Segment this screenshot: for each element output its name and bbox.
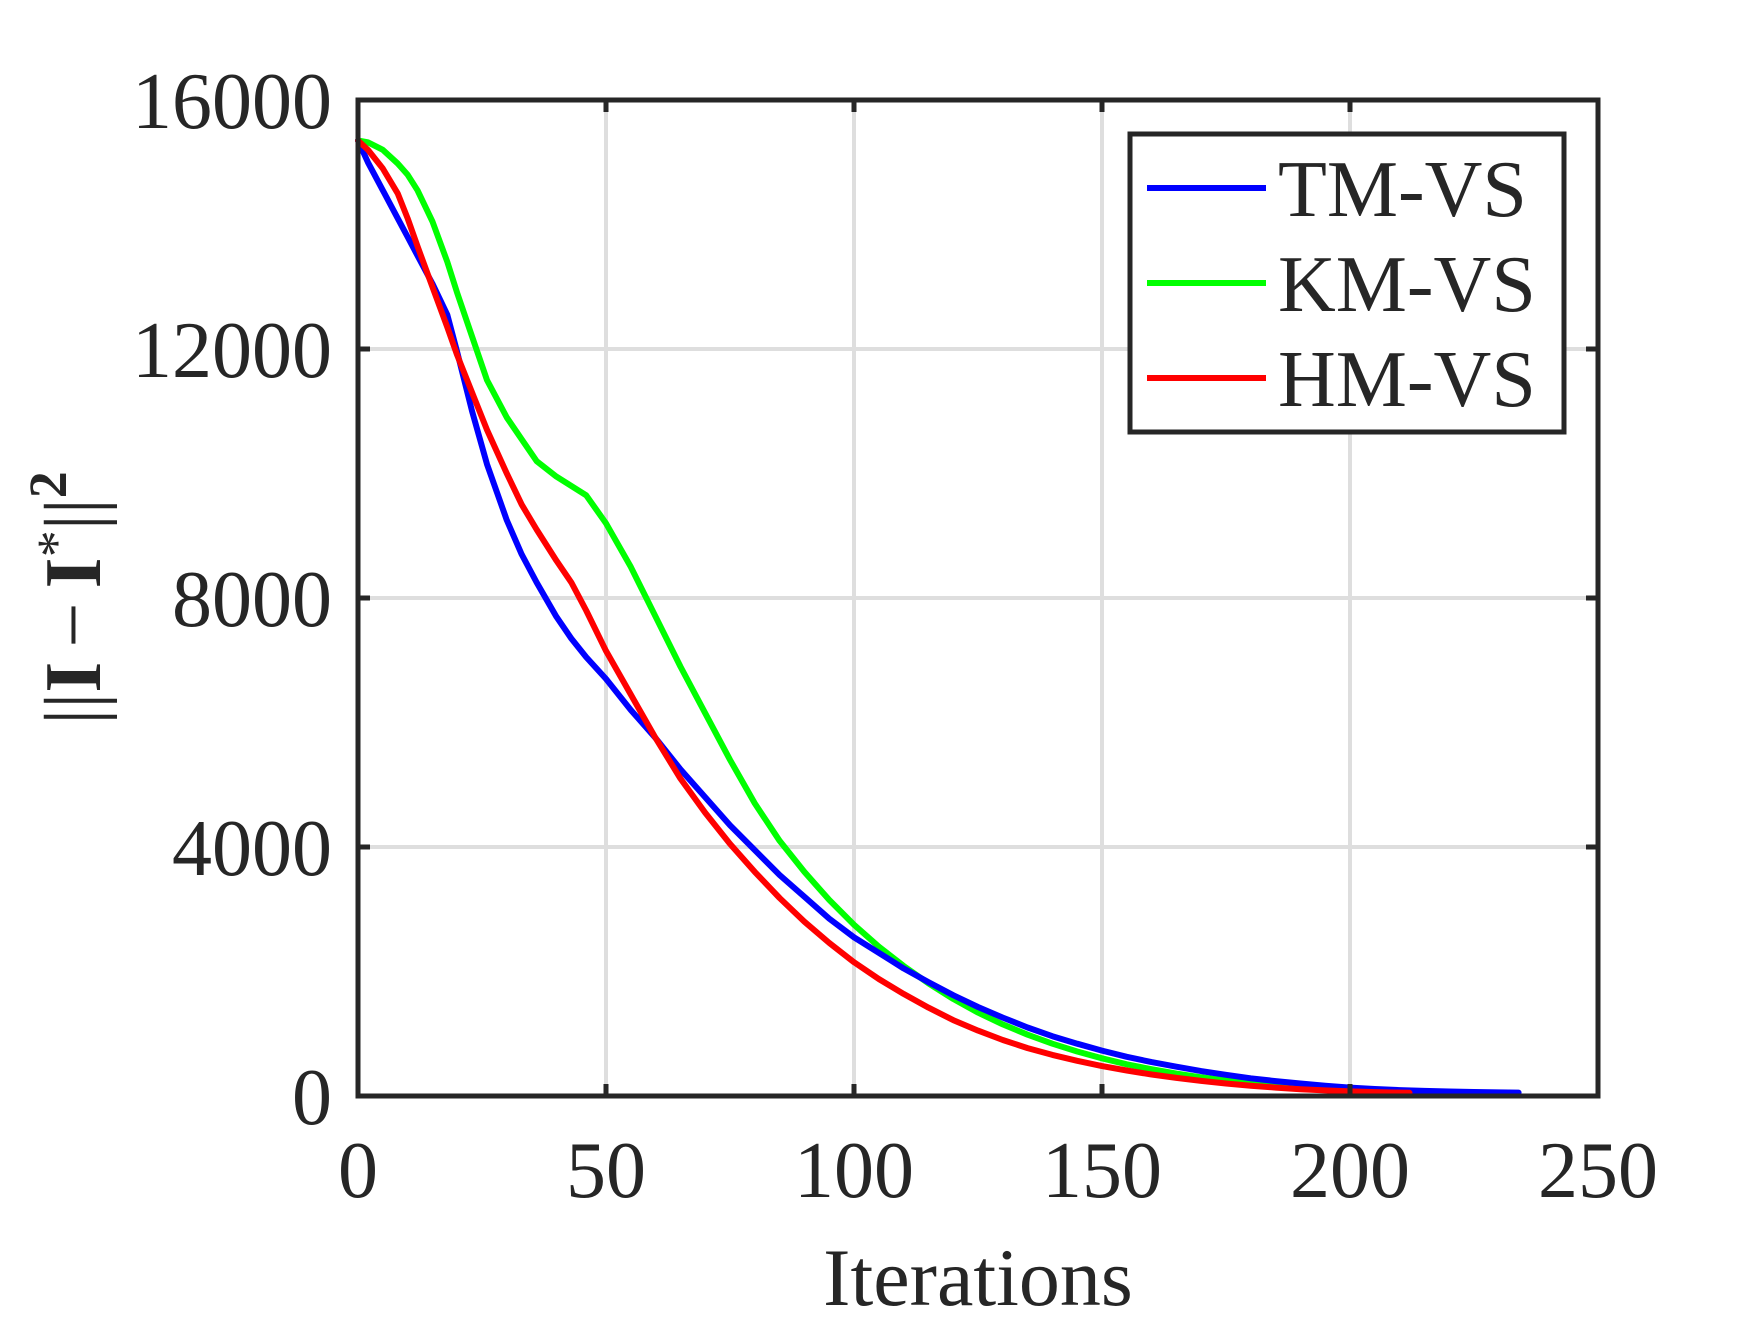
y-axis-label: ||I−I*||2 (18, 471, 118, 724)
series-line-tm-vs (355, 137, 1522, 1096)
x-tick-label: 200 (1290, 1127, 1410, 1215)
x-axis-label: Iterations (823, 1232, 1133, 1313)
y-tick-label: 12000 (132, 307, 332, 395)
legend-label-tm-vs: TM-VS (1278, 146, 1527, 234)
legend-label-km-vs: KM-VS (1278, 241, 1536, 329)
y-tick-labels: 0 4000 8000 12000 16000 (132, 58, 332, 1142)
ylabel-exponent: 2 (18, 471, 78, 498)
svg-text:||I−I*||2: ||I−I*||2 (18, 471, 118, 724)
series-line-hm-vs (355, 137, 1413, 1096)
series-lines (355, 137, 1522, 1097)
ylabel-star: * (26, 530, 86, 557)
y-tick-label: 8000 (172, 556, 332, 644)
ylabel-norm-bars-right: || (30, 498, 118, 530)
tick-marks (355, 97, 1601, 1099)
ylabel-minus: − (30, 602, 118, 647)
y-tick-label: 16000 (132, 58, 332, 146)
x-tick-label: 250 (1538, 1127, 1658, 1215)
legend-label-hm-vs: HM-VS (1278, 336, 1536, 424)
ylabel-norm-bars-left: || (30, 693, 118, 725)
ylabel-i: I (30, 662, 118, 693)
y-tick-label: 4000 (172, 805, 332, 893)
y-tick-label: 0 (292, 1054, 332, 1142)
x-tick-labels: 0 50 100 150 200 250 (338, 1127, 1658, 1215)
x-tick-label: 150 (1042, 1127, 1162, 1215)
ylabel-i-star: I (30, 557, 118, 588)
x-tick-label: 100 (794, 1127, 914, 1215)
x-tick-label: 50 (566, 1127, 646, 1215)
x-tick-label: 0 (338, 1127, 378, 1215)
